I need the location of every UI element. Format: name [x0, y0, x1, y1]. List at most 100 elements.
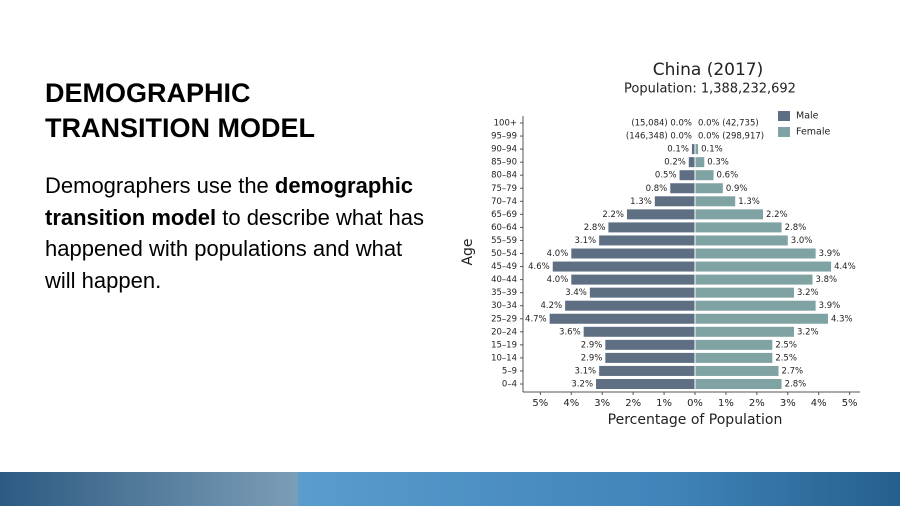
value-label: 0.8%	[646, 184, 668, 194]
value-label: 0.3%	[707, 158, 729, 168]
x-tick-label: 5%	[842, 398, 858, 409]
bar	[695, 300, 816, 311]
y-tick-label: 90–94	[491, 145, 517, 155]
value-label: 3.8%	[816, 275, 838, 285]
y-tick-label: 60–64	[491, 223, 517, 233]
y-tick-label: 30–34	[491, 301, 517, 311]
bar	[605, 339, 695, 350]
x-tick-label: 2%	[749, 398, 765, 409]
slide-body: Demographers use the demographic transit…	[45, 170, 427, 296]
bar	[608, 222, 695, 233]
value-label: 4.6%	[528, 262, 550, 272]
y-tick-label: 0–4	[502, 380, 517, 390]
bar	[654, 196, 695, 207]
x-axis-label: Percentage of Population	[608, 412, 783, 428]
value-label: 4.3%	[831, 314, 853, 324]
value-label: 0.1%	[667, 145, 689, 155]
legend-label: Male	[796, 111, 819, 122]
legend-swatch	[778, 111, 790, 121]
bar	[565, 300, 695, 311]
value-label: 2.8%	[785, 380, 807, 390]
value-label: 2.9%	[581, 353, 603, 363]
body-text: to describe what has happened with popul…	[45, 204, 425, 293]
bar	[571, 248, 695, 259]
value-label: 0.0% (298,917)	[698, 132, 764, 142]
body-bold: demographic transition model	[45, 173, 414, 230]
y-tick-label: 100+	[494, 119, 517, 129]
y-axis-label: Age	[460, 238, 476, 265]
value-label: 3.0%	[791, 236, 813, 246]
x-tick-label: 4%	[563, 398, 579, 409]
bar	[589, 287, 695, 298]
value-label: 2.8%	[584, 223, 606, 233]
chart-subtitle: Population: 1,388,232,692	[624, 82, 796, 97]
legend-swatch	[778, 127, 790, 137]
value-label: 4.0%	[547, 249, 569, 259]
value-label: 3.6%	[559, 327, 581, 337]
value-label: 0.6%	[717, 171, 739, 181]
value-label: 0.0% (42,735)	[698, 119, 759, 129]
value-label: 3.1%	[575, 366, 597, 376]
x-tick-label: 2%	[625, 398, 641, 409]
value-label: 0.1%	[701, 145, 723, 155]
value-label: 4.7%	[525, 314, 547, 324]
y-tick-label: 15–19	[491, 340, 517, 350]
value-label: 3.1%	[575, 236, 597, 246]
bar	[695, 274, 813, 285]
value-label: 3.9%	[819, 301, 841, 311]
bar	[695, 287, 794, 298]
bar	[695, 248, 816, 259]
value-label: 3.2%	[797, 288, 819, 298]
y-tick-label: 70–74	[491, 197, 517, 207]
y-tick-label: 40–44	[491, 275, 517, 285]
legend-label: Female	[796, 127, 831, 138]
value-label: 3.9%	[819, 249, 841, 259]
value-label: 2.2%	[766, 210, 788, 220]
footer-band	[0, 472, 900, 506]
y-tick-label: 10–14	[491, 353, 517, 363]
bar	[605, 352, 695, 363]
bar	[552, 261, 695, 272]
bar	[695, 352, 773, 363]
value-label: 0.2%	[664, 158, 686, 168]
value-label: 0.5%	[655, 171, 677, 181]
y-tick-label: 85–90	[491, 158, 517, 168]
slide-title: DEMOGRAPHIC TRANSITION MODEL	[45, 78, 315, 143]
y-tick-label: 5–9	[502, 366, 517, 376]
y-tick-label: 65–69	[491, 210, 517, 220]
body-text: Demographers use the	[45, 173, 275, 198]
y-tick-label: 95–99	[491, 132, 517, 142]
x-tick-label: 4%	[811, 398, 827, 409]
bar	[695, 196, 736, 207]
value-label: 4.2%	[541, 301, 563, 311]
value-label: (146,348) 0.0%	[626, 132, 692, 142]
value-label: 4.0%	[547, 275, 569, 285]
bar	[691, 144, 695, 155]
bar	[695, 365, 779, 376]
value-label: 3.2%	[571, 380, 593, 390]
bar	[695, 235, 788, 246]
x-tick-label: 5%	[532, 398, 548, 409]
chart-title: China (2017)	[653, 60, 764, 80]
y-tick-label: 20–24	[491, 327, 517, 337]
bar	[695, 261, 832, 272]
bar	[571, 274, 695, 285]
value-label: 3.4%	[565, 288, 587, 298]
value-label: 2.7%	[782, 366, 804, 376]
bar	[695, 170, 714, 181]
x-tick-label: 3%	[780, 398, 796, 409]
bar	[549, 313, 695, 324]
value-label: 4.4%	[834, 262, 856, 272]
chart: China (2017) Population: 1,388,232,692 P…	[460, 60, 860, 428]
bar	[599, 365, 695, 376]
y-tick-label: 35–39	[491, 288, 517, 298]
value-label: 1.3%	[738, 197, 760, 207]
value-label: 2.5%	[775, 353, 797, 363]
bar	[679, 170, 695, 181]
bar	[670, 183, 695, 194]
bar	[695, 339, 773, 350]
x-tick-label: 3%	[594, 398, 610, 409]
bar	[695, 326, 794, 337]
x-tick-label: 1%	[656, 398, 672, 409]
